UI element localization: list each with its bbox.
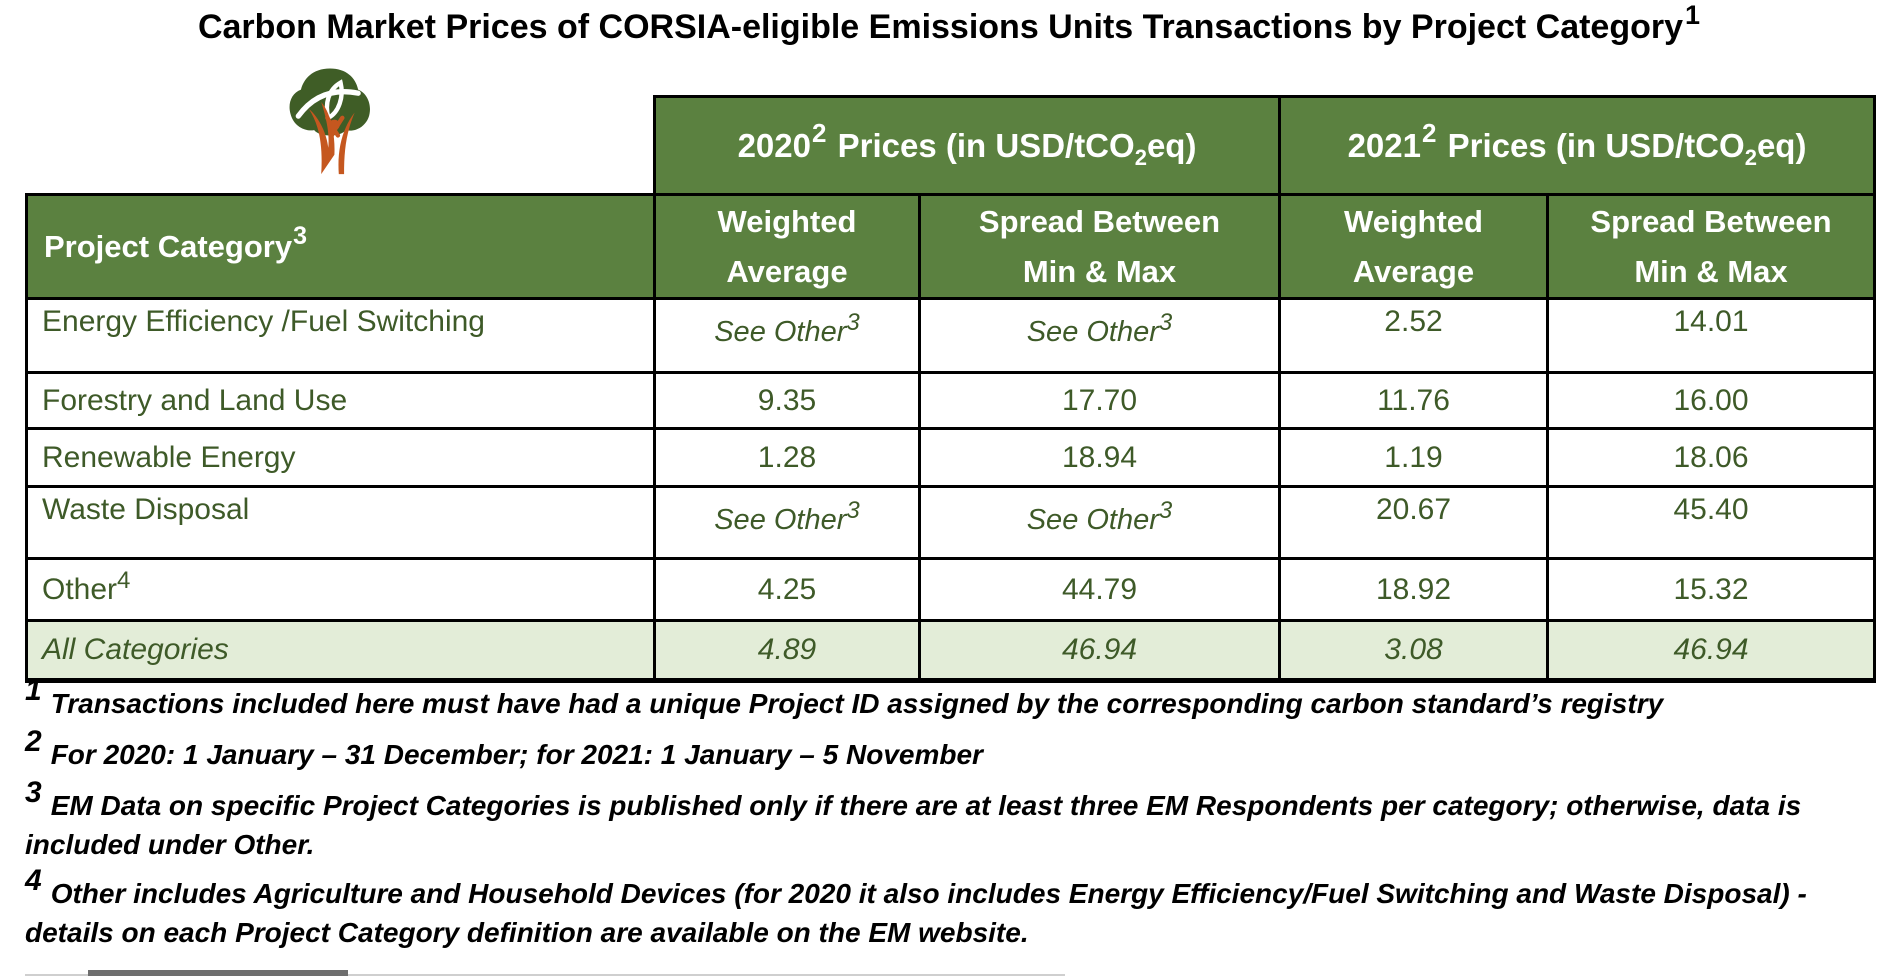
cell-2021-weighted-avg: 2.52 (1278, 297, 1549, 375)
cell-2021-weighted-avg: 20.67 (1278, 485, 1549, 561)
cell-category: All Categories (25, 619, 656, 684)
footnote-3: 3 EM Data on specific Project Categories … (25, 775, 1802, 860)
footnote-ref-3: 3 (293, 221, 307, 250)
cell-2021-spread: 14.01 (1546, 297, 1876, 375)
footnote-ref-3: 3 (846, 497, 860, 525)
year-header-row: 20202 Prices (in USD/tCO2eq) 20212 Price… (26, 95, 1876, 196)
title-footnote-ref: 1 (1685, 0, 1701, 30)
table-row-energy-efficiency: Energy Efficiency /Fuel Switching See Ot… (25, 297, 1876, 375)
cell-2020-weighted-avg: See Other3 (653, 485, 921, 561)
cell-category: Waste Disposal (25, 485, 656, 561)
bottom-crop-artifact (88, 970, 348, 976)
cell-2021-weighted-avg: 18.92 (1278, 557, 1549, 623)
cell-2020-weighted-avg: 4.89 (653, 619, 921, 684)
table-row-all-categories: All Categories 4.89 46.94 3.08 46.94 (25, 619, 1876, 684)
cell-2021-weighted-avg: 11.76 (1278, 371, 1549, 431)
header-2020-weighted-average: Weighted Average (653, 192, 921, 301)
header-project-category: Project Category3 (25, 192, 656, 301)
cell-2020-spread: 44.79 (918, 557, 1281, 623)
cell-category: Other4 (25, 557, 656, 623)
cell-2021-weighted-avg: 1.19 (1278, 427, 1549, 489)
cell-category: Forestry and Land Use (25, 371, 656, 431)
header-2020-spread: Spread Between Min & Max (918, 192, 1281, 301)
cell-2021-weighted-avg: 3.08 (1278, 619, 1549, 684)
table-row-other: Other4 4.25 44.79 18.92 15.32 (25, 557, 1876, 623)
header-2020-prices: 20202 Prices (in USD/tCO2eq) (653, 95, 1281, 196)
header-2021-spread: Spread Between Min & Max (1546, 192, 1876, 301)
page-title: Carbon Market Prices of CORSIA-eligible … (0, 0, 1898, 47)
prices-table: 20202 Prices (in USD/tCO2eq) 20212 Price… (25, 95, 1876, 684)
cell-2020-weighted-avg: 4.25 (653, 557, 921, 623)
units-label-end: eq) (1146, 126, 1197, 164)
cell-2020-spread: 17.70 (918, 371, 1281, 431)
year-2020: 2020 (737, 126, 811, 164)
footnote-ref-2: 2 (811, 117, 827, 148)
footnote-ref-3: 3 (846, 309, 860, 337)
cell-category: Energy Efficiency /Fuel Switching (25, 297, 656, 375)
footnote-1: 1 Transactions included here must have ha… (25, 674, 1664, 719)
cell-2020-spread: 18.94 (918, 427, 1281, 489)
units-label: Prices (in USD/tCO (828, 126, 1135, 164)
year-2021: 2021 (1347, 126, 1421, 164)
cell-2020-weighted-avg: 9.35 (653, 371, 921, 431)
header-2021-weighted-average: Weighted Average (1278, 192, 1549, 301)
cell-2020-spread: 46.94 (918, 619, 1281, 684)
footnote-ref-4: 4 (117, 566, 131, 594)
cell-2021-spread: 16.00 (1546, 371, 1876, 431)
header-2021-prices: 20212 Prices (in USD/tCO2eq) (1278, 95, 1876, 196)
page-title-text: Carbon Market Prices of CORSIA-eligible … (197, 8, 1684, 46)
cell-2021-spread: 45.40 (1546, 485, 1876, 561)
cell-2020-spread: See Other3 (918, 297, 1281, 375)
cell-2021-spread: 15.32 (1546, 557, 1876, 623)
bottom-crop-line (25, 974, 1065, 976)
table-row-forestry: Forestry and Land Use 9.35 17.70 11.76 1… (25, 371, 1876, 431)
footnotes: 1 Transactions included here must have ha… (25, 674, 1877, 962)
footnote-ref-3: 3 (1158, 309, 1173, 337)
units-label-end: eq) (1756, 126, 1807, 164)
footnote-4: 4 Other includes Agriculture and Househol… (25, 863, 1807, 948)
project-category-label: Project Category (44, 228, 293, 264)
footnote-2: 2 For 2020: 1 January – 31 December; for … (25, 724, 983, 770)
cell-2020-spread: See Other3 (918, 485, 1281, 561)
column-header-row: Project Category3 Weighted Average Sprea… (25, 192, 1876, 301)
co2-subscript: 2 (1744, 144, 1757, 170)
cell-category: Renewable Energy (25, 427, 656, 489)
table-row-waste-disposal: Waste Disposal See Other3 See Other3 20.… (25, 485, 1876, 561)
footnote-ref-3: 3 (1158, 497, 1173, 525)
units-label: Prices (in USD/tCO (1438, 126, 1745, 164)
cell-2021-spread: 18.06 (1546, 427, 1876, 489)
footnote-ref-2: 2 (1421, 117, 1437, 148)
table-row-renewable-energy: Renewable Energy 1.28 18.94 1.19 18.06 (25, 427, 1876, 489)
cell-2020-weighted-avg: 1.28 (653, 427, 921, 489)
tree-icon (286, 64, 374, 184)
cell-2021-spread: 46.94 (1546, 619, 1876, 684)
co2-subscript: 2 (1134, 144, 1147, 170)
cell-2020-weighted-avg: See Other3 (653, 297, 921, 375)
